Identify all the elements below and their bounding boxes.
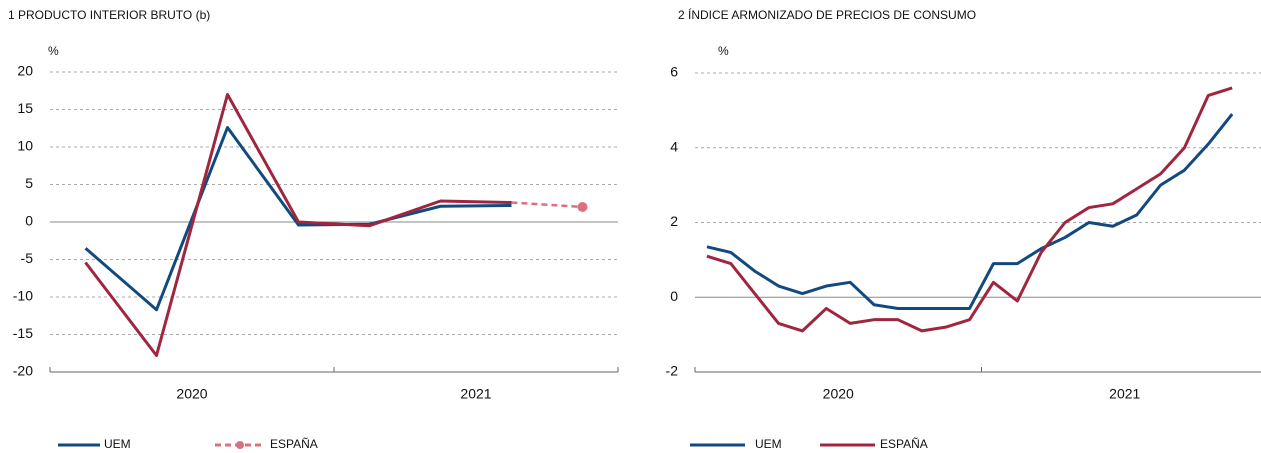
x-tick-label: 2020 (176, 386, 207, 402)
legend-label: UEM (104, 437, 131, 451)
projection-line (511, 201, 583, 209)
y-tick-label: 5 (25, 175, 33, 191)
chart-title: 2 ÍNDICE ARMONIZADO DE PRECIOS DE CONSUM… (678, 7, 976, 22)
y-tick-label: 15 (17, 100, 33, 116)
y-tick-label: 10 (17, 138, 33, 154)
series-line (706, 86, 1233, 333)
y-axis-label: % (48, 44, 59, 58)
y-tick-label: 4 (670, 138, 678, 154)
x-tick-label: 2021 (460, 386, 491, 402)
y-tick-label: 0 (25, 213, 33, 229)
legend-label: ESPAÑA (270, 437, 318, 451)
y-tick-label: 2 (670, 213, 678, 229)
y-tick-label: 20 (17, 63, 33, 79)
x-tick-label: 2020 (823, 386, 854, 402)
x-tick-label: 2021 (1109, 386, 1140, 402)
series-line (84, 126, 512, 312)
y-tick-label: -20 (13, 363, 33, 379)
projection-point (577, 202, 588, 212)
y-tick-label: -10 (13, 288, 33, 304)
y-axis-label: % (718, 44, 729, 58)
y-tick-label: -15 (13, 325, 33, 341)
chart-title: 1 PRODUCTO INTERIOR BRUTO (b) (8, 8, 210, 22)
legend-label: ESPAÑA (880, 437, 928, 451)
y-tick-label: -5 (21, 250, 34, 266)
y-tick-label: -2 (666, 363, 679, 379)
y-tick-label: 6 (670, 64, 678, 80)
legend-label: UEM (755, 437, 782, 451)
y-tick-label: 0 (670, 288, 678, 304)
series-line (84, 93, 512, 357)
series-line (706, 113, 1234, 310)
legend-marker (236, 441, 244, 449)
